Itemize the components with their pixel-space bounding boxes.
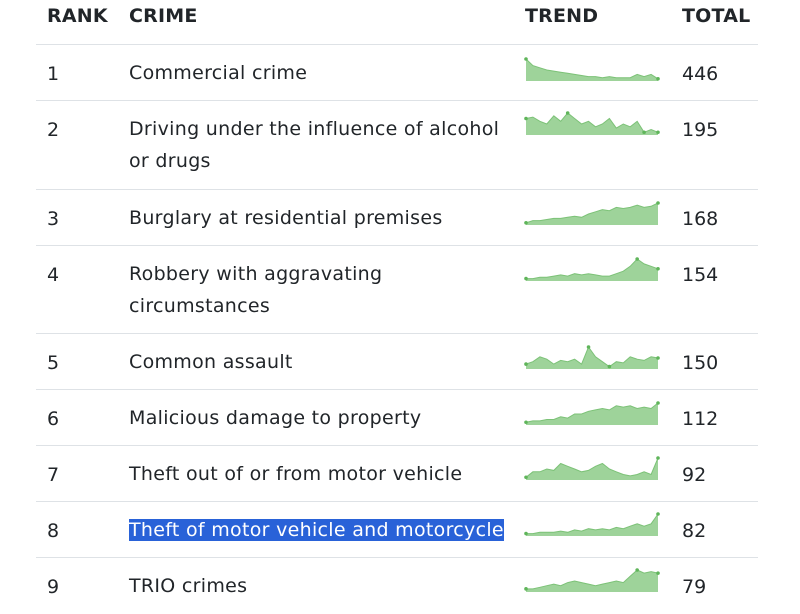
sparkline-area: [526, 570, 658, 592]
crime-ranking-table: RANK CRIME TREND TOTAL 1 Commercial crim…: [36, 0, 758, 614]
sparkline-point: [586, 345, 591, 349]
trend-sparkline: [524, 401, 660, 427]
sparkline-point: [656, 401, 660, 405]
trend-sparkline: [524, 568, 660, 594]
table-row[interactable]: 3 Burglary at residential premises 168: [36, 190, 758, 246]
sparkline-area: [526, 203, 658, 225]
table-row[interactable]: 4 Robbery with aggravating circumstances…: [36, 246, 758, 334]
rank-cell: 3: [47, 208, 60, 230]
sparkline-area: [526, 403, 658, 425]
crime-cell: Commercial crime: [129, 62, 308, 84]
sparkline-line: [526, 513, 659, 535]
sparkline-point: [524, 531, 528, 536]
sparkline-area: [526, 59, 658, 81]
trend-sparkline: [524, 57, 660, 83]
table-row[interactable]: 9 TRIO crimes 79: [36, 558, 758, 614]
table-row[interactable]: 2 Driving under the influence of alcohol…: [36, 101, 758, 190]
sparkline-point: [656, 201, 660, 205]
total-cell: 79: [682, 576, 707, 598]
crime-cell: Theft of motor vehicle and motorcycle: [129, 514, 509, 546]
total-cell: 154: [682, 264, 719, 286]
table-row[interactable]: 1 Commercial crime 446: [36, 45, 758, 101]
table-row[interactable]: 5 Common assault 150: [36, 334, 758, 390]
sparkline-point: [565, 111, 570, 115]
sparkline-point: [635, 568, 639, 572]
sparkline-area: [526, 113, 658, 135]
trend-sparkline: [524, 257, 660, 283]
rank-cell: 5: [47, 352, 60, 374]
sparkline-point: [524, 221, 528, 225]
trend-sparkline: [524, 456, 660, 482]
sparkline-point: [635, 257, 639, 261]
sparkline-point: [524, 362, 528, 366]
sparkline-area: [526, 458, 658, 480]
rank-cell: 9: [47, 576, 60, 598]
sparkline-line: [525, 58, 659, 80]
table-row[interactable]: 8 Theft of motor vehicle and motorcycle …: [36, 502, 758, 558]
sparkline-point: [524, 420, 528, 425]
crime-cell: Theft out of or from motor vehicle: [129, 463, 463, 485]
table-row[interactable]: 7 Theft out of or from motor vehicle 92: [36, 446, 758, 502]
sparkline-line: [525, 345, 659, 368]
crime-cell: Malicious damage to property: [129, 407, 422, 429]
trend-sparkline: [524, 201, 660, 227]
sparkline-point: [524, 475, 528, 480]
trend-sparkline: [524, 111, 660, 137]
crime-cell: TRIO crimes: [129, 575, 248, 597]
crime-column-header[interactable]: CRIME: [129, 5, 198, 27]
rank-cell: 6: [47, 408, 60, 430]
sparkline-line: [525, 457, 659, 478]
total-column-header[interactable]: TOTAL: [682, 5, 751, 27]
rank-cell: 4: [47, 264, 60, 286]
crime-cell: Burglary at residential premises: [129, 207, 443, 229]
trend-column-header[interactable]: TREND: [525, 5, 599, 27]
sparkline-point: [656, 456, 660, 460]
sparkline-line: [525, 402, 659, 423]
sparkline-area: [526, 347, 658, 369]
crime-cell: Common assault: [129, 351, 293, 373]
sparkline-point: [642, 130, 646, 135]
table-header: RANK CRIME TREND TOTAL: [36, 0, 758, 45]
sparkline-point: [656, 356, 660, 360]
sparkline-line: [525, 202, 659, 224]
sparkline-line: [525, 112, 659, 133]
total-cell: 112: [682, 408, 719, 430]
sparkline-point: [524, 57, 528, 61]
rank-cell: 2: [47, 119, 60, 141]
total-cell: 446: [682, 63, 719, 85]
rank-column-header[interactable]: RANK: [47, 5, 108, 27]
sparkline-point: [524, 587, 528, 591]
sparkline-point: [656, 77, 660, 81]
rank-cell: 7: [47, 464, 60, 486]
sparkline-point: [656, 130, 660, 135]
table-row[interactable]: 6 Malicious damage to property 112: [36, 390, 758, 446]
sparkline-point: [656, 571, 660, 575]
selected-text[interactable]: Theft of motor vehicle and motorcycle: [129, 519, 504, 541]
crime-cell: Driving under the influence of alcohol o…: [129, 118, 500, 172]
sparkline-point: [656, 266, 660, 271]
sparkline-point: [607, 364, 612, 369]
trend-sparkline: [524, 512, 660, 538]
crime-cell: Robbery with aggravating circumstances: [129, 263, 383, 317]
sparkline-point: [524, 116, 528, 121]
sparkline-area: [526, 514, 658, 536]
total-cell: 150: [682, 352, 719, 374]
rank-cell: 1: [47, 63, 60, 85]
sparkline-point: [524, 276, 528, 281]
total-cell: 168: [682, 208, 719, 230]
trend-sparkline: [524, 345, 660, 371]
rank-cell: 8: [47, 520, 60, 542]
total-cell: 92: [682, 464, 707, 486]
total-cell: 195: [682, 119, 719, 141]
total-cell: 82: [682, 520, 707, 542]
sparkline-point: [656, 512, 660, 516]
